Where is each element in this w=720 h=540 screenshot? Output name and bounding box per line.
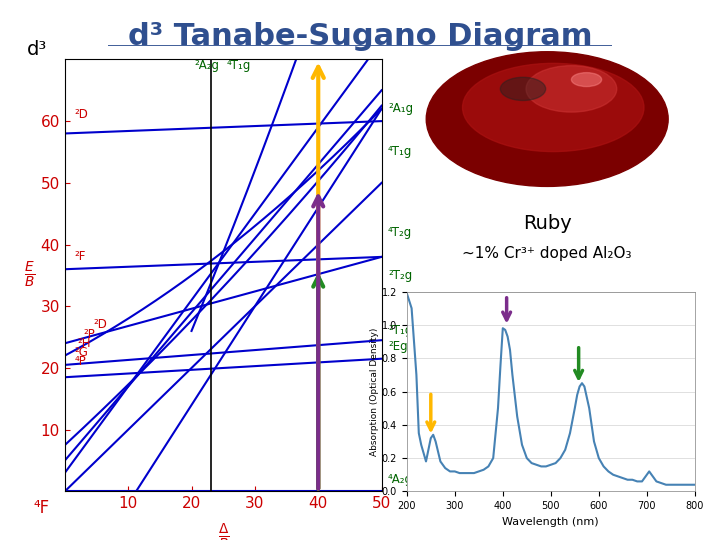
Text: ²Eg: ²Eg	[388, 340, 408, 353]
Ellipse shape	[426, 52, 668, 186]
Text: ²F: ²F	[74, 251, 86, 264]
Ellipse shape	[462, 63, 644, 152]
Text: ~1% Cr³⁺ doped Al₂O₃: ~1% Cr³⁺ doped Al₂O₃	[462, 246, 632, 261]
X-axis label: Wavelength (nm): Wavelength (nm)	[503, 517, 599, 526]
Ellipse shape	[572, 72, 602, 86]
Text: ⁴T₁g: ⁴T₁g	[227, 59, 251, 72]
Text: ⁴P: ⁴P	[74, 355, 86, 368]
Text: $\frac{E}{B}$: $\frac{E}{B}$	[24, 260, 35, 291]
Text: d³: d³	[27, 40, 47, 59]
Text: ²D: ²D	[74, 109, 88, 122]
Text: Ruby: Ruby	[523, 214, 572, 233]
Text: ⁴A₂g: ⁴A₂g	[388, 472, 413, 485]
Text: d³ Tanabe-Sugano Diagram: d³ Tanabe-Sugano Diagram	[127, 22, 593, 51]
Text: ²A₁g: ²A₁g	[388, 102, 413, 115]
Text: ²D: ²D	[94, 318, 107, 331]
Y-axis label: Absorption (Optical Density): Absorption (Optical Density)	[370, 327, 379, 456]
Text: ⁴T₂g: ⁴T₂g	[388, 226, 412, 239]
Text: ²A₂g: ²A₂g	[195, 59, 220, 72]
Ellipse shape	[500, 77, 546, 100]
Text: ⁴T₁g: ⁴T₁g	[388, 145, 413, 158]
Text: ²P: ²P	[84, 328, 96, 341]
Text: ²T₁g: ²T₁g	[388, 325, 413, 338]
Text: $\frac{\Delta}{B}$: $\frac{\Delta}{B}$	[217, 522, 229, 540]
Text: ⁴F: ⁴F	[33, 499, 49, 517]
Text: ²G: ²G	[74, 346, 88, 359]
Text: ²T₂g: ²T₂g	[388, 269, 412, 282]
Ellipse shape	[526, 66, 617, 112]
Text: ²H: ²H	[78, 337, 91, 350]
